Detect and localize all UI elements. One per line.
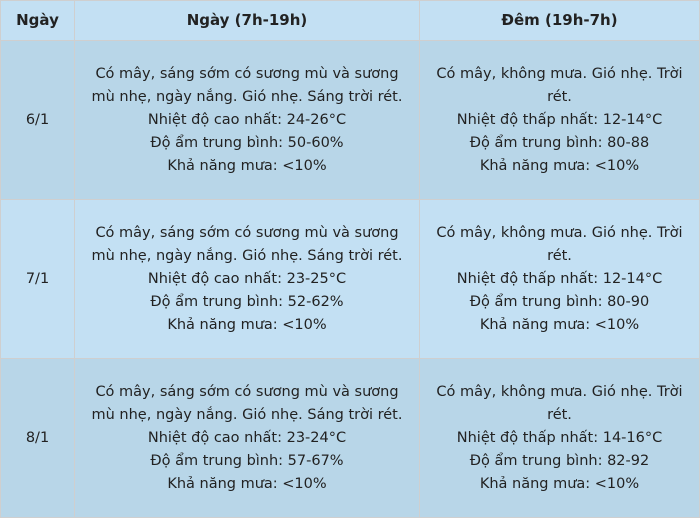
day-forecast-cell-line: Khả năng mưa: <10% — [167, 475, 327, 492]
day-forecast-cell: Có mây, sáng sớm có sương mù và sương mù… — [74, 358, 420, 518]
night-forecast-cell-line: Nhiệt độ thấp nhất: 12-14°C — [456, 111, 663, 128]
day-forecast-cell-line: Nhiệt độ cao nhất: 23-25°C — [147, 270, 347, 287]
night-forecast-cell-line: Nhiệt độ thấp nhất: 14-16°C — [456, 429, 663, 446]
day-forecast-cell-line: Độ ẩm trung bình: 50-60% — [150, 134, 344, 151]
night-forecast-cell-line: Khả năng mưa: <10% — [479, 157, 640, 174]
day-forecast-cell-line: Độ ẩm trung bình: 57-67% — [150, 452, 344, 469]
day-forecast-cell-line: Có mây, sáng sớm có sương mù và sương mù… — [91, 224, 403, 264]
day-forecast-cell-line: Nhiệt độ cao nhất: 24-26°C — [147, 111, 347, 128]
night-forecast-cell-line: Độ ẩm trung bình: 82-92 — [469, 452, 650, 469]
date-cell: 6/1 — [0, 40, 75, 200]
night-forecast-cell-line: Có mây, không mưa. Gió nhẹ. Trời rét. — [436, 224, 683, 264]
date-cell: 7/1 — [0, 199, 75, 359]
day-forecast-cell-line: Khả năng mưa: <10% — [167, 157, 327, 174]
date-cell: 8/1 — [0, 358, 75, 518]
night-forecast-cell-line: Khả năng mưa: <10% — [479, 316, 640, 333]
day-forecast-cell: Có mây, sáng sớm có sương mù và sương mù… — [74, 40, 420, 200]
table-row: 8/1 Có mây, sáng sớm có sương mù và sương… — [0, 358, 700, 518]
night-forecast-cell-line: Độ ẩm trung bình: 80-88 — [469, 134, 650, 151]
table-row: 7/1 Có mây, sáng sớm có sương mù và sương… — [0, 199, 700, 359]
night-forecast-cell-line: Nhiệt độ thấp nhất: 12-14°C — [456, 270, 663, 287]
day-forecast-cell-line: Khả năng mưa: <10% — [167, 316, 327, 333]
header-row: Ngày Ngày (7h-19h) Đêm (19h-7h) — [0, 0, 700, 41]
header-date: Ngày — [0, 0, 75, 41]
table-row: 6/1 Có mây, sáng sớm có sương mù và sương… — [0, 40, 700, 200]
night-forecast-cell: Có mây, không mưa. Gió nhẹ. Trời rét. Nhi… — [419, 40, 700, 200]
day-forecast-cell-line: Độ ẩm trung bình: 52-62% — [150, 293, 344, 310]
day-forecast-cell-line: Có mây, sáng sớm có sương mù và sương mù… — [91, 383, 403, 423]
day-forecast-cell-line: Nhiệt độ cao nhất: 23-24°C — [147, 429, 347, 446]
day-forecast-cell-line: Có mây, sáng sớm có sương mù và sương mù… — [91, 65, 403, 105]
night-forecast-cell: Có mây, không mưa. Gió nhẹ. Trời rét. Nhi… — [419, 199, 700, 359]
header-day: Ngày (7h-19h) — [74, 0, 420, 41]
night-forecast-cell: Có mây, không mưa. Gió nhẹ. Trời rét. Nhi… — [419, 358, 700, 518]
header-night: Đêm (19h-7h) — [419, 0, 700, 41]
night-forecast-cell-line: Có mây, không mưa. Gió nhẹ. Trời rét. — [436, 383, 683, 423]
night-forecast-cell-line: Độ ẩm trung bình: 80-90 — [469, 293, 650, 310]
day-forecast-cell: Có mây, sáng sớm có sương mù và sương mù… — [74, 199, 420, 359]
night-forecast-cell-line: Khả năng mưa: <10% — [479, 475, 640, 492]
night-forecast-cell-line: Có mây, không mưa. Gió nhẹ. Trời rét. — [436, 65, 683, 105]
